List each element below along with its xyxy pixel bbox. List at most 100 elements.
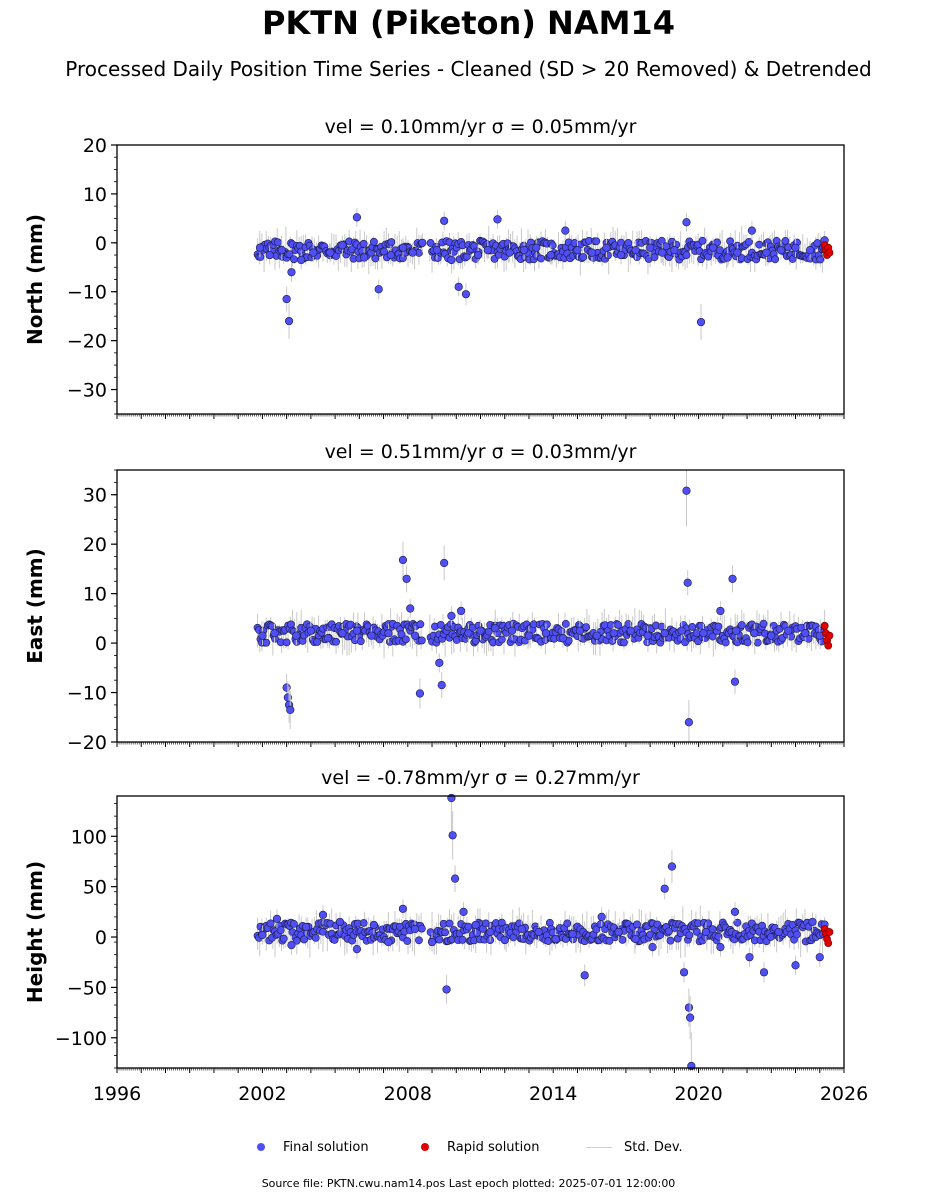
final-solution-point bbox=[532, 243, 541, 252]
final-solution-point bbox=[520, 246, 529, 255]
final-solution-point bbox=[692, 927, 701, 936]
y-tick-label: 10 bbox=[83, 584, 107, 606]
final-solution-point bbox=[311, 933, 320, 942]
final-solution-point bbox=[759, 619, 768, 628]
final-solution-point bbox=[808, 917, 817, 927]
final-solution-point bbox=[575, 626, 584, 635]
y-tick-label: 0 bbox=[95, 233, 107, 255]
final-solution-point bbox=[745, 237, 753, 246]
final-solution-point bbox=[551, 934, 560, 944]
final-solution-point bbox=[447, 255, 456, 265]
final-solution-point bbox=[548, 241, 557, 250]
legend: Final solution Rapid solution Std. Dev. bbox=[0, 1136, 937, 1158]
final-solution-point bbox=[255, 243, 265, 252]
panel-title-1: vel = 0.10mm/yr σ = 0.05mm/yr bbox=[325, 116, 637, 138]
final-solution-point bbox=[313, 638, 322, 646]
legend-std-line-icon bbox=[586, 1146, 612, 1148]
final-solution-point bbox=[459, 907, 468, 916]
y-tick-label: −50 bbox=[67, 977, 107, 999]
final-solution-point bbox=[573, 246, 582, 255]
final-solution-point bbox=[614, 621, 623, 629]
final-solution-point bbox=[747, 226, 757, 235]
x-tick-label: 2020 bbox=[674, 1083, 722, 1105]
final-solution-point bbox=[730, 677, 740, 686]
chart-title: PKTN (Piketon) NAM14 bbox=[262, 4, 675, 42]
final-solution-point bbox=[643, 631, 652, 640]
final-solution-point bbox=[309, 248, 318, 257]
final-solution-point bbox=[426, 239, 435, 247]
final-solution-point bbox=[561, 619, 570, 628]
y-tick-label: 100 bbox=[71, 826, 107, 848]
rapid-solution-point bbox=[825, 631, 834, 640]
final-solution-point bbox=[805, 246, 815, 255]
final-solution-point bbox=[262, 638, 271, 647]
y-tick-label: 50 bbox=[83, 877, 107, 899]
final-solution-point bbox=[774, 927, 783, 937]
final-solution-point bbox=[402, 574, 411, 583]
y-tick-label: 10 bbox=[83, 184, 107, 206]
final-solution-point bbox=[660, 629, 669, 638]
final-solution-point bbox=[546, 250, 555, 260]
final-solution-point bbox=[592, 237, 601, 246]
y-tick-label: −20 bbox=[67, 331, 107, 353]
final-solution-point bbox=[473, 250, 483, 260]
final-solution-point bbox=[667, 862, 677, 871]
final-solution-point bbox=[650, 253, 659, 262]
final-solution-point bbox=[417, 636, 426, 645]
y-tick-label: −100 bbox=[55, 1028, 107, 1050]
final-solution-point bbox=[435, 658, 444, 667]
final-solution-point bbox=[441, 928, 450, 937]
final-solution-point bbox=[701, 927, 710, 937]
final-solution-point bbox=[282, 294, 291, 304]
final-solution-point bbox=[723, 253, 732, 262]
final-solution-point bbox=[374, 285, 383, 294]
y-tick-label: 0 bbox=[95, 633, 107, 655]
final-solution-point bbox=[290, 919, 298, 928]
final-solution-point bbox=[432, 246, 441, 255]
final-solution-point bbox=[274, 238, 282, 247]
y-axis-label-1: North (mm) bbox=[23, 214, 47, 345]
final-solution-point bbox=[403, 937, 412, 945]
final-solution-point bbox=[657, 622, 666, 631]
final-solution-point bbox=[384, 937, 393, 947]
final-solution-point bbox=[605, 936, 614, 945]
final-solution-point bbox=[614, 927, 623, 937]
final-solution-point bbox=[332, 637, 340, 646]
final-solution-point bbox=[457, 606, 466, 616]
final-solution-point bbox=[620, 638, 628, 647]
x-tick-label: 2002 bbox=[238, 1083, 286, 1105]
final-solution-point bbox=[696, 317, 706, 327]
rapid-solution-point bbox=[824, 641, 833, 650]
legend-final-marker-icon bbox=[257, 1143, 265, 1151]
final-solution-point bbox=[369, 237, 378, 246]
final-solution-point bbox=[587, 248, 597, 257]
final-solution-point bbox=[626, 626, 635, 635]
final-solution-point bbox=[450, 874, 460, 883]
final-solution-point bbox=[464, 629, 473, 638]
final-solution-point bbox=[815, 953, 824, 962]
final-solution-point bbox=[272, 914, 282, 924]
final-solution-point bbox=[398, 555, 408, 565]
final-solution-point bbox=[648, 943, 657, 952]
final-solution-point bbox=[704, 919, 713, 928]
final-solution-point bbox=[616, 250, 626, 260]
final-solution-point bbox=[306, 626, 315, 635]
final-solution-point bbox=[759, 968, 769, 977]
final-solution-point bbox=[646, 243, 655, 252]
y-tick-label: 0 bbox=[95, 927, 107, 949]
final-solution-point bbox=[534, 927, 543, 937]
x-tick-label: 2014 bbox=[529, 1083, 577, 1105]
legend-rapid-label: Rapid solution bbox=[447, 1139, 540, 1155]
final-solution-point bbox=[791, 961, 800, 970]
final-solution-point bbox=[682, 486, 691, 495]
y-tick-label: −30 bbox=[67, 380, 107, 402]
final-solution-point bbox=[563, 919, 572, 928]
final-solution-point bbox=[745, 953, 754, 962]
final-solution-point bbox=[445, 919, 454, 928]
final-solution-point bbox=[454, 282, 463, 291]
final-solution-point bbox=[561, 226, 570, 235]
final-solution-point bbox=[631, 246, 640, 255]
final-solution-point bbox=[276, 926, 285, 935]
final-solution-point bbox=[732, 626, 741, 635]
final-solution-point bbox=[292, 631, 301, 640]
